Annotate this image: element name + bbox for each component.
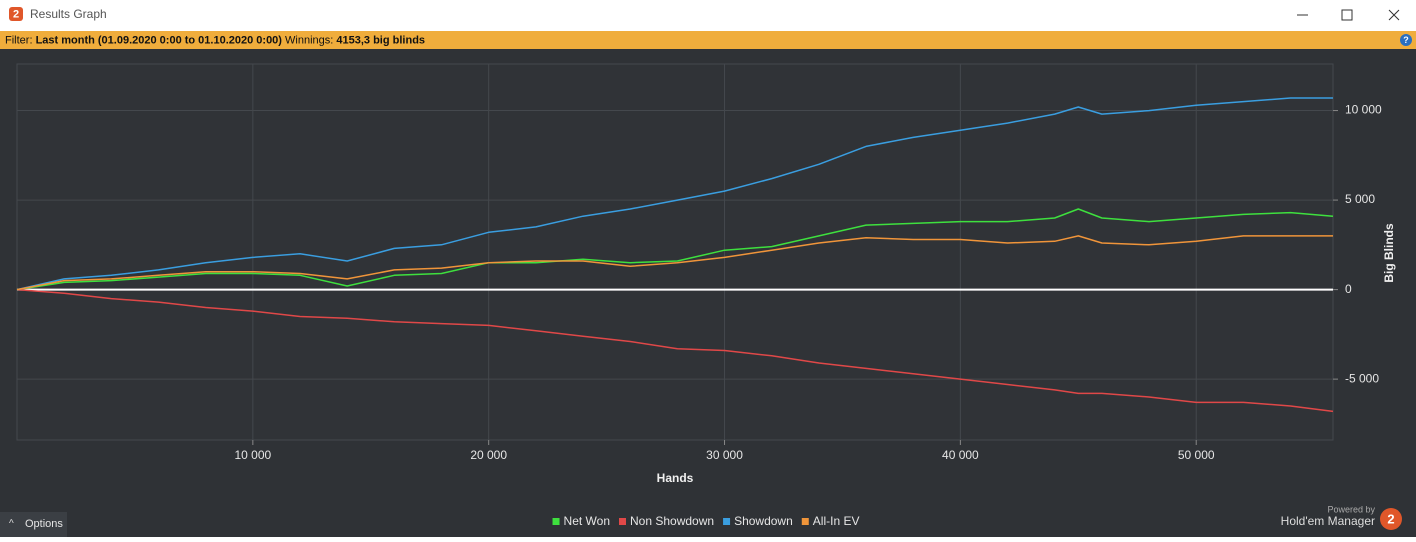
- x-tick-label: 10 000: [234, 448, 271, 462]
- x-axis-label: Hands: [657, 471, 694, 485]
- legend-label: Net Won: [564, 514, 610, 528]
- y-tick-label: -5 000: [1345, 371, 1379, 385]
- legend-swatch: [801, 518, 809, 525]
- filter-text: Filter: Last month (01.09.2020 0:00 to 0…: [5, 34, 425, 46]
- legend-label: Non Showdown: [630, 514, 714, 528]
- x-tick-label: 20 000: [470, 448, 507, 462]
- legend-label: All-In EV: [813, 514, 860, 528]
- options-label: Options: [25, 518, 63, 530]
- x-tick-label: 40 000: [942, 448, 979, 462]
- winnings-label: Winnings:: [285, 34, 333, 46]
- options-caret: ^: [9, 519, 14, 530]
- legend-item: Net Won: [552, 514, 610, 528]
- filter-label: Filter:: [5, 34, 33, 46]
- y-axis-label: Big Blinds: [1382, 223, 1396, 283]
- product-name: Hold'em Manager: [1281, 514, 1375, 528]
- y-tick-label: 0: [1345, 282, 1352, 296]
- plot-area: [16, 63, 1334, 441]
- legend-item: Showdown: [723, 514, 793, 528]
- help-icon: ?: [1403, 35, 1409, 45]
- brand-logo-text: 2: [1387, 511, 1394, 526]
- title-bar: [0, 0, 1416, 31]
- legend-item: All-In EV: [801, 514, 860, 528]
- brand-logo: [1380, 508, 1402, 530]
- legend-item: Non Showdown: [619, 514, 714, 528]
- y-tick-label: 5 000: [1345, 192, 1375, 206]
- series-line: [16, 288, 1334, 413]
- legend-swatch: [619, 518, 626, 525]
- app-icon-text: 2: [13, 8, 19, 20]
- powered-by: Powered by: [1327, 504, 1375, 514]
- window-title: Results Graph: [30, 7, 107, 21]
- legend-swatch: [552, 518, 560, 525]
- legend-label: Showdown: [734, 514, 793, 528]
- close-button[interactable]: [1388, 9, 1400, 21]
- x-tick-label: 30 000: [706, 448, 743, 462]
- legend-swatch: [723, 518, 731, 525]
- series-line: [16, 235, 1333, 291]
- x-tick-label: 50 000: [1178, 448, 1215, 462]
- y-tick-label: 10 000: [1345, 103, 1382, 117]
- series-line: [16, 208, 1334, 291]
- filter-bar: [0, 31, 1416, 49]
- series-line: [16, 97, 1333, 291]
- filter-period: Last month (01.09.2020 0:00 to 01.10.202…: [36, 34, 283, 46]
- help-button[interactable]: [1400, 34, 1412, 46]
- maximize-button[interactable]: [1341, 9, 1353, 21]
- app-icon: [9, 7, 23, 21]
- options-button[interactable]: [0, 512, 67, 537]
- winnings-value: 4153,3 big blinds: [336, 34, 425, 46]
- plot: -5 000 0 5 000 10 000 10 000 20 000 30 000 40 0…: [16, 64, 1396, 485]
